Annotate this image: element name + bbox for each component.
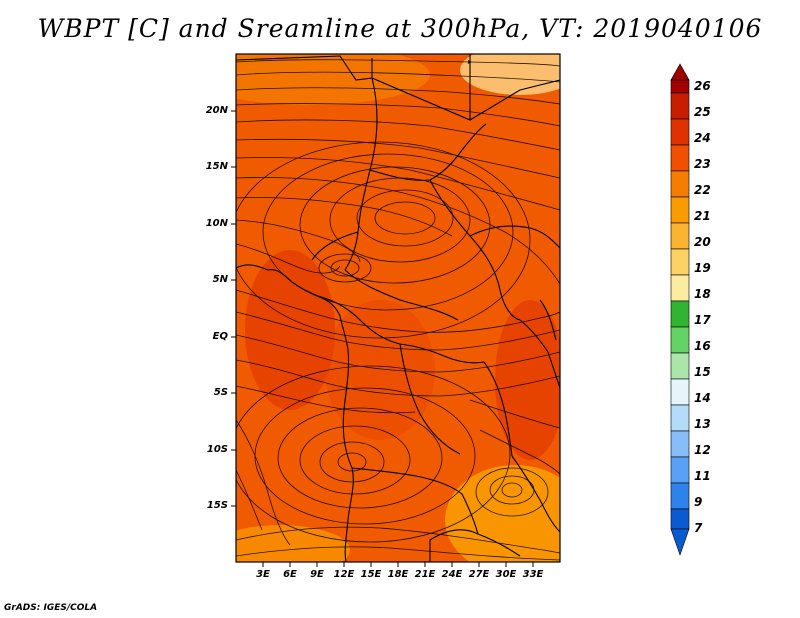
colorbar-label-9: 9	[694, 495, 703, 509]
field-warm-east	[495, 300, 560, 460]
field-warm-north	[236, 54, 430, 105]
lon-label-24e: 24E	[441, 569, 463, 580]
colorbar-label-22: 22	[694, 183, 711, 197]
colorbar-band-18	[670, 274, 690, 302]
colorbar-label-23: 23	[694, 157, 711, 171]
field-cool-southeast	[445, 465, 560, 562]
colorbar-label-19: 19	[694, 261, 711, 275]
colorbar-band-12	[670, 430, 690, 458]
chart-title: WBPT [C] and Sreamline at 300hPa, VT: 20…	[37, 14, 763, 43]
country-borders	[236, 54, 560, 562]
lat-label-15s: 15S	[206, 500, 228, 511]
colorbar-label-21: 21	[694, 209, 711, 223]
colorbar-label-11: 11	[694, 469, 711, 483]
colorbar-label-20: 20	[694, 235, 711, 249]
colorbar-band-17	[670, 300, 690, 328]
colorbar-band-25	[670, 92, 690, 120]
colorbar-band-26	[670, 79, 690, 94]
colorbar-label-25: 25	[694, 105, 711, 119]
colorbar-label-18: 18	[694, 287, 711, 301]
colorbar-label-12: 12	[694, 443, 711, 457]
lon-ticks	[262, 562, 534, 567]
colorbar-label-14: 14	[694, 391, 711, 405]
lat-label-20n: 20N	[205, 105, 228, 116]
lat-label-10s: 10S	[206, 444, 228, 455]
colorbar-label-24: 24	[694, 131, 711, 145]
colorbar-band-9	[670, 482, 690, 510]
colorbar-label-13: 13	[694, 417, 711, 431]
field-cool-northeast	[460, 54, 560, 95]
lon-label-12e: 12E	[333, 569, 355, 580]
field-cool-southwest	[236, 525, 350, 562]
colorbar-bottom-cap	[670, 528, 690, 556]
colorbar-band-15	[670, 352, 690, 380]
colorbar-band-13	[670, 404, 690, 432]
colorbar-label-15: 15	[694, 365, 711, 379]
grads-credit: GrADS: IGES/COLA	[4, 603, 98, 613]
colorbar-top-cap	[670, 63, 690, 81]
lon-label-27e: 27E	[468, 569, 490, 580]
colorbar-band-11	[670, 456, 690, 484]
wbpt-field	[236, 54, 560, 562]
colorbar-label-7: 7	[694, 521, 703, 535]
colorbar-label-16: 16	[694, 339, 711, 353]
lat-label-5s: 5S	[213, 387, 228, 398]
lat-label-15n: 15N	[205, 161, 228, 172]
colorbar-label-17: 17	[694, 313, 711, 327]
colorbar-band-16	[670, 326, 690, 354]
lat-ticks	[231, 110, 236, 507]
colorbar-band-19	[670, 248, 690, 276]
colorbar-band-7	[670, 508, 690, 530]
lon-label-15e: 15E	[360, 569, 382, 580]
lon-label-18e: 18E	[387, 569, 409, 580]
lon-label-33e: 33E	[522, 569, 544, 580]
lon-label-21e: 21E	[414, 569, 436, 580]
lat-label-eq: EQ	[212, 331, 228, 342]
colorbar-band-23	[670, 144, 690, 172]
colorbar-band-21	[670, 196, 690, 224]
lat-label-5n: 5N	[212, 274, 228, 285]
lat-label-10n: 10N	[205, 218, 228, 229]
field-warm-center	[325, 300, 435, 440]
colorbar-band-20	[670, 222, 690, 250]
lon-label-6e: 6E	[283, 569, 297, 580]
colorbar-label-26: 26	[694, 79, 711, 93]
lon-label-9e: 9E	[310, 569, 324, 580]
field-warm-west	[245, 250, 335, 410]
lon-label-30e: 30E	[495, 569, 517, 580]
colorbar-band-14	[670, 378, 690, 406]
colorbar-band-24	[670, 118, 690, 146]
colorbar	[670, 63, 690, 556]
lon-label-3e: 3E	[256, 569, 270, 580]
colorbar-band-22	[670, 170, 690, 198]
streamlines	[236, 59, 560, 561]
